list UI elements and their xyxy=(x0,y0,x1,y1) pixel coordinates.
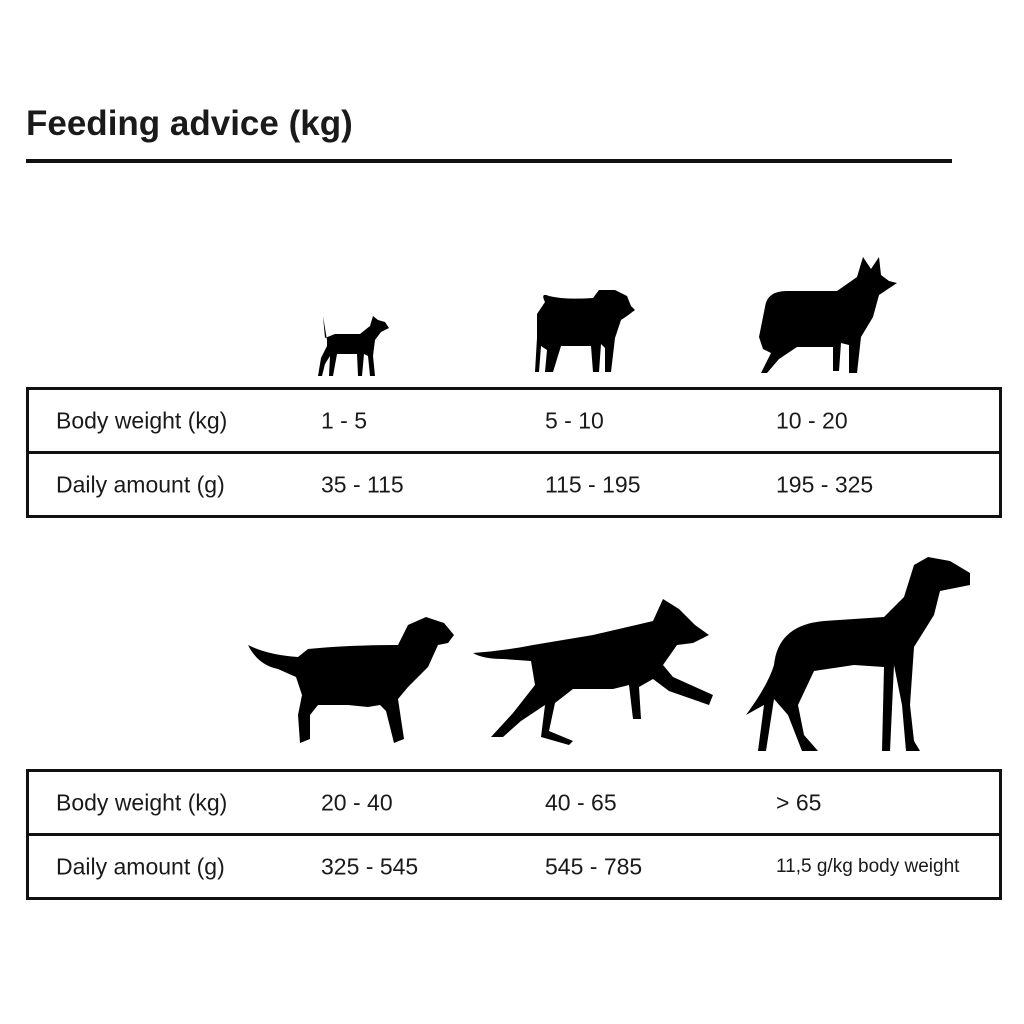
table-cell: 40 - 65 xyxy=(545,789,617,815)
table-cell: 325 - 545 xyxy=(321,853,419,879)
running-dog-icon xyxy=(473,599,713,745)
great-dane-icon xyxy=(746,557,970,751)
row-label: Body weight (kg) xyxy=(56,407,228,433)
table-cell: 545 - 785 xyxy=(545,853,643,879)
table-cell: 10 - 20 xyxy=(776,407,848,433)
chihuahua-icon xyxy=(318,316,389,376)
feeding-table-1: Body weight (kg) 1 - 5 5 - 10 10 - 20 Da… xyxy=(26,387,1002,518)
table-cell: 5 - 10 xyxy=(545,407,604,433)
row-label: Daily amount (g) xyxy=(56,471,225,497)
body-weight-row: Body weight (kg) 1 - 5 5 - 10 10 - 20 xyxy=(29,390,999,451)
labrador-icon xyxy=(248,617,454,743)
row-label: Daily amount (g) xyxy=(56,853,225,879)
body-weight-row: Body weight (kg) 20 - 40 40 - 65 > 65 xyxy=(29,772,999,833)
title-divider xyxy=(26,159,952,163)
table-cell: 35 - 115 xyxy=(321,471,404,497)
table-cell: 115 - 195 xyxy=(545,471,641,497)
table-cell: > 65 xyxy=(776,789,822,815)
table-cell: 195 - 325 xyxy=(776,471,874,497)
table-cell: 1 - 5 xyxy=(321,407,368,433)
feeding-table-2: Body weight (kg) 20 - 40 40 - 65 > 65 Da… xyxy=(26,769,1002,900)
page-title: Feeding advice (kg) xyxy=(26,104,353,143)
row-label: Body weight (kg) xyxy=(56,789,228,815)
daily-amount-row: Daily amount (g) 325 - 545 545 - 785 11,… xyxy=(29,833,999,897)
pug-icon xyxy=(535,290,635,372)
collie-icon xyxy=(759,257,897,373)
table-cell: 20 - 40 xyxy=(321,789,393,815)
table-cell: 11,5 g/kg body weight xyxy=(776,855,960,877)
daily-amount-row: Daily amount (g) 35 - 115 115 - 195 195 … xyxy=(29,451,999,515)
